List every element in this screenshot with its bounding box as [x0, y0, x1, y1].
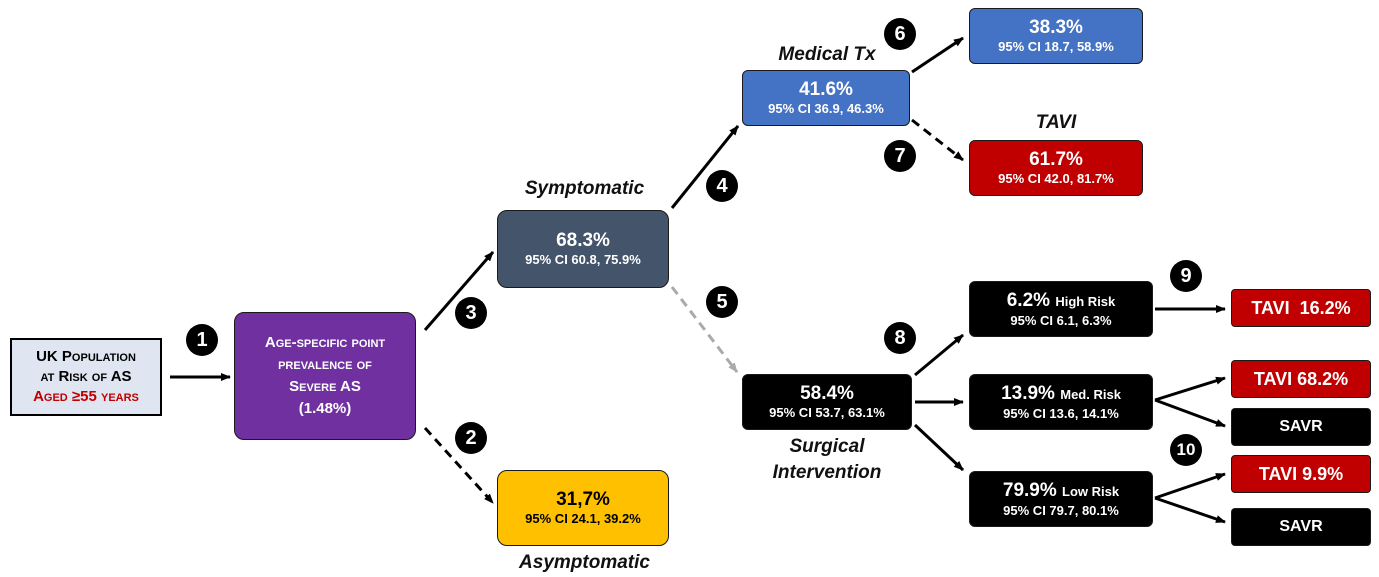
surgical-label-line2: Intervention — [772, 462, 882, 483]
population-line2: at Risk of AS — [40, 368, 132, 385]
symptomatic-box: 68.3% 95% CI 60.8, 75.9% — [497, 210, 669, 288]
tavi-outcome-box: 61.7% 95% CI 42.0, 81.7% — [969, 140, 1143, 196]
low-risk-pct: 79.9% — [1002, 479, 1057, 501]
high-risk-ci: 95% CI 6.1, 6.3% — [1010, 312, 1112, 328]
arrow-low-to-tavi — [1154, 472, 1226, 500]
prevalence-box: Age-specific point prevalence of Severe … — [234, 312, 416, 440]
low-risk-ci: 95% CI 79.7, 80.1% — [1003, 502, 1119, 518]
medical-tx-pct: 41.6% — [799, 79, 853, 100]
arrow-med-to-tavi — [1154, 376, 1226, 402]
tavi-high-text: TAVI 16.2% — [1251, 297, 1351, 318]
population-line3: Aged ≥55 years — [33, 388, 139, 405]
step-4-badge: 4 — [706, 170, 738, 202]
step-10-badge: 10 — [1170, 434, 1202, 466]
tavi-outcome-label: TAVI — [1035, 112, 1077, 133]
med-risk-level: Med. Risk — [1060, 386, 1121, 402]
surgical-pct: 58.4% — [800, 383, 854, 404]
medical-outcome-pct: 38.3% — [1029, 17, 1083, 38]
asymptomatic-pct: 31,7% — [556, 489, 610, 510]
symptomatic-ci: 95% CI 60.8, 75.9% — [525, 252, 641, 267]
tavi-med-box: TAVI 68.2% — [1231, 360, 1371, 398]
high-risk-box: 6.2% High Risk 95% CI 6.1, 6.3% — [969, 281, 1153, 337]
med-risk-ci: 95% CI 13.6, 14.1% — [1003, 405, 1119, 421]
asymptomatic-ci: 95% CI 24.1, 39.2% — [525, 511, 641, 526]
arrow-medical-to-tavi — [911, 118, 964, 162]
step-9-badge: 9 — [1170, 260, 1202, 292]
arrow-surgical-to-high — [914, 333, 964, 377]
tavi-low-box: TAVI 9.9% — [1231, 455, 1371, 493]
prevalence-line1: Age-specific point — [264, 334, 386, 351]
step-1-badge: 1 — [186, 324, 218, 356]
surgical-box: 58.4% 95% CI 53.7, 63.1% — [742, 374, 912, 430]
surgical-label-line1: Surgical — [789, 436, 865, 457]
prevalence-line2: prevalence of — [278, 356, 372, 373]
savr-med-box: SAVR — [1231, 408, 1371, 446]
high-risk-level: High Risk — [1055, 293, 1116, 309]
step-7-badge: 7 — [884, 140, 916, 172]
population-box: UK Population at Risk of AS Aged ≥55 yea… — [10, 338, 162, 416]
arrow-surgical-to-low — [913, 423, 965, 472]
medical-outcome-ci: 95% CI 18.7, 58.9% — [998, 39, 1114, 54]
savr-med-text: SAVR — [1279, 418, 1323, 435]
step-3-badge: 3 — [455, 297, 487, 329]
prevalence-line3: Severe AS — [289, 378, 361, 395]
med-risk-pct: 13.9% — [1001, 382, 1055, 404]
surgical-ci: 95% CI 53.7, 63.1% — [769, 405, 885, 420]
low-risk-box: 79.9% Low Risk 95% CI 79.7, 80.1% — [969, 471, 1153, 527]
medical-tx-ci: 95% CI 36.9, 46.3% — [768, 101, 884, 116]
asymptomatic-label: Asymptomatic — [519, 552, 650, 573]
prevalence-value: (1.48%) — [298, 400, 352, 417]
step-2-badge: 2 — [455, 422, 487, 454]
arrow-symptomatic-to-surgical — [670, 286, 739, 373]
step-8-badge: 8 — [884, 322, 916, 354]
asymptomatic-box: 31,7% 95% CI 24.1, 39.2% — [497, 470, 669, 546]
tavi-low-text: TAVI 9.9% — [1258, 463, 1344, 484]
symptomatic-label: Symptomatic — [524, 178, 645, 199]
medical-tx-label: Medical Tx — [778, 44, 876, 65]
medical-outcome-box: 38.3% 95% CI 18.7, 58.9% — [969, 8, 1143, 64]
med-risk-box: 13.9% Med. Risk 95% CI 13.6, 14.1% — [969, 374, 1153, 430]
tavi-med-text: TAVI 68.2% — [1253, 368, 1349, 389]
arrow-med-to-savr — [1154, 398, 1226, 428]
step-5-badge: 5 — [706, 286, 738, 318]
tavi-outcome-ci: 95% CI 42.0, 81.7% — [998, 171, 1114, 186]
population-line1: UK Population — [36, 348, 136, 365]
arrow-medical-to-outcome — [911, 36, 964, 74]
low-risk-level: Low Risk — [1062, 483, 1120, 499]
medical-tx-box: 41.6% 95% CI 36.9, 46.3% — [742, 70, 910, 126]
symptomatic-pct: 68.3% — [556, 230, 610, 251]
surgical-label: Surgical Intervention — [742, 434, 912, 486]
tavi-outcome-pct: 61.7% — [1029, 149, 1083, 170]
arrow-symptomatic-to-medical — [670, 125, 740, 209]
step-6-badge: 6 — [884, 18, 916, 50]
savr-low-box: SAVR — [1231, 508, 1371, 546]
tavi-high-box: TAVI 16.2% — [1231, 289, 1371, 327]
high-risk-pct: 6.2% — [1006, 289, 1051, 311]
arrow-low-to-savr — [1154, 496, 1226, 524]
arrow-prevalence-to-symptomatic — [423, 251, 495, 331]
arrow-prevalence-to-asymptomatic — [423, 426, 495, 505]
savr-low-text: SAVR — [1279, 518, 1323, 535]
